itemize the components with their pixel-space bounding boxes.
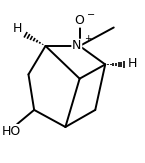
Text: +: + [84, 34, 92, 43]
Text: O: O [75, 14, 85, 27]
Text: −: − [87, 10, 95, 20]
Text: H: H [127, 57, 137, 70]
Text: N: N [72, 39, 81, 52]
Text: H: H [12, 22, 22, 35]
Text: HO: HO [2, 125, 21, 138]
